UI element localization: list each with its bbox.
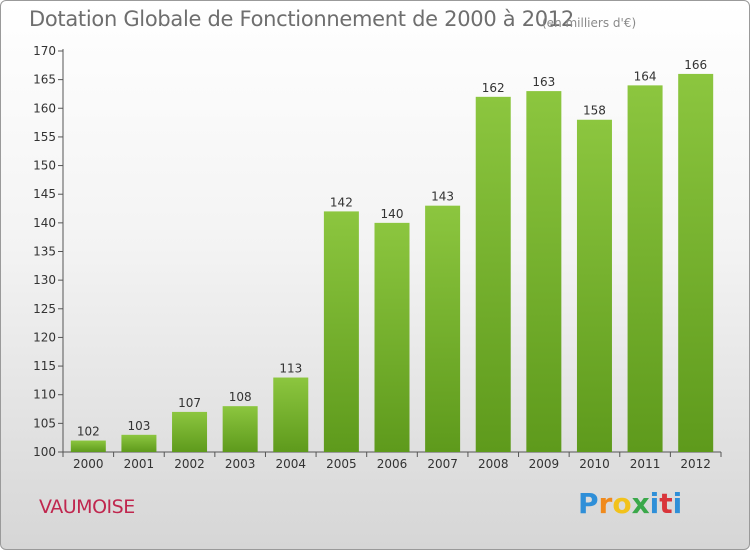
x-tick-label-2002: 2002 [174,457,205,471]
x-tick-label-2007: 2007 [427,457,458,471]
x-tick-label-2011: 2011 [630,457,661,471]
chart-title: Dotation Globale de Fonctionnement de 20… [29,7,574,31]
y-tick-label: 170 [33,44,56,58]
bar-2000 [70,440,106,452]
x-tick-label-2003: 2003 [225,457,256,471]
x-tick-label-2001: 2001 [124,457,155,471]
x-tick-label-2000: 2000 [73,457,104,471]
value-label-2000: 102 [77,425,100,439]
bar-2012 [678,73,714,453]
logo-letter: i [672,487,683,520]
y-tick-label: 145 [33,187,56,201]
logo-letter: P [578,487,599,520]
bar-2001 [121,434,157,452]
y-tick-label: 155 [33,130,56,144]
logo-letter: x [631,487,650,520]
bar-2002 [172,411,208,452]
value-label-2003: 108 [229,390,252,404]
bar-2011 [627,85,663,452]
value-label-2007: 143 [431,190,454,204]
value-label-2012: 166 [684,58,707,72]
bar-2008 [475,96,511,452]
chart-subtitle: (en milliers d'€) [542,16,637,30]
value-label-2005: 142 [330,195,353,209]
chart-value-labels: 102 103 107 108 113 142 140 143 162 163 158 164 166 [77,58,707,439]
y-tick-label: 135 [33,245,56,259]
x-tick-label-2005: 2005 [326,457,357,471]
bar-2009 [526,91,562,452]
bar-2004 [273,377,309,452]
y-tick-label: 100 [33,445,56,459]
y-tick-label: 105 [33,416,56,430]
y-tick-label: 125 [33,302,56,316]
value-label-2010: 158 [583,104,606,118]
x-tick-label-2004: 2004 [275,457,306,471]
y-tick-label: 120 [33,330,56,344]
x-tick-label-2012: 2012 [680,457,711,471]
y-tick-label: 150 [33,159,56,173]
logo-letter: r [598,487,613,520]
bar-2006 [374,222,410,452]
value-label-2009: 163 [532,75,555,89]
y-tick-label: 110 [33,388,56,402]
bar-2007 [425,205,461,452]
value-label-2006: 140 [381,207,404,221]
x-tick-label-2006: 2006 [377,457,408,471]
value-label-2002: 107 [178,396,201,410]
value-label-2011: 164 [634,69,657,83]
y-tick-label: 160 [33,101,56,115]
bar-2003 [222,406,258,452]
x-tick-label-2010: 2010 [579,457,610,471]
y-tick-label: 140 [33,216,56,230]
proxiti-logo: Proxiti [578,487,682,520]
value-label-2008: 162 [482,81,505,95]
y-tick-label: 165 [33,73,56,87]
value-label-2001: 103 [127,419,150,433]
commune-name: VAUMOISE [39,496,135,518]
chart-bars [70,73,714,453]
x-tick-label-2009: 2009 [529,457,560,471]
chart-axes: 100 105 110 115 120 125 130 135 140 145 150 155 160 1… [33,44,722,471]
logo-letter: i [649,487,660,520]
logo-letter: o [612,487,632,520]
bar-2010 [576,119,612,452]
bar-2005 [323,211,359,452]
x-tick-label-2008: 2008 [478,457,509,471]
y-tick-label: 130 [33,273,56,287]
logo-letter: t [659,487,673,520]
value-label-2004: 113 [279,362,302,376]
y-tick-label: 115 [33,359,56,373]
